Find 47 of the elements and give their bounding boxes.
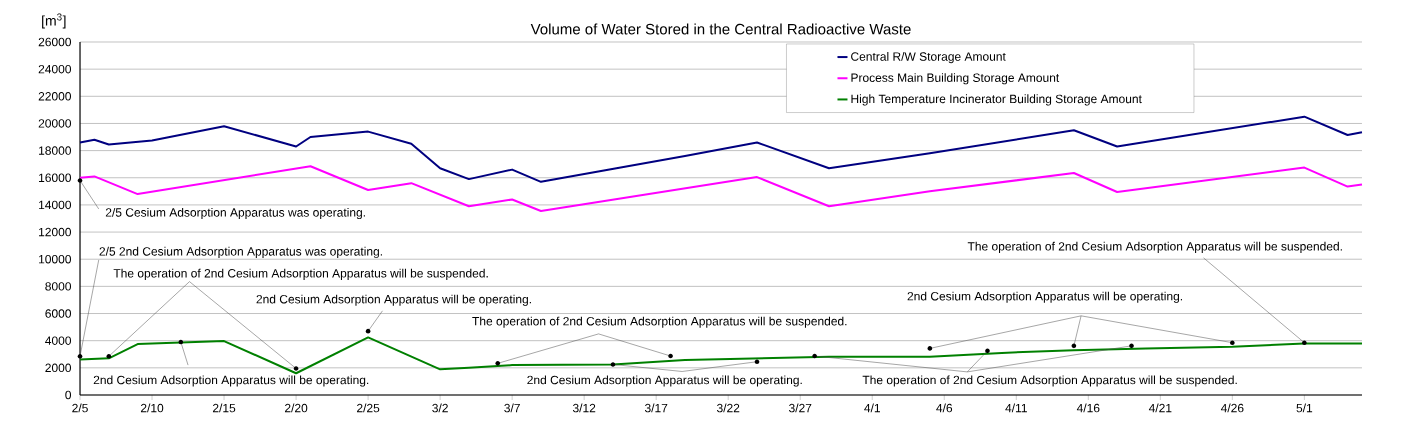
y-tick-label: 4000 [45, 336, 72, 345]
legend-label: High Temperature Incinerator Building Storage Amount [851, 94, 1142, 106]
annotation: 2/5 Cesium Adsorption Apparatus was operating. [105, 207, 365, 220]
annotation: The operation of 2nd Cesium Adsorption Apparatus will be suspended. [862, 375, 1237, 387]
x-tick-label: 2/15 [212, 403, 236, 413]
annotation: 2nd Cesium Adsorption Apparatus will be operating. [527, 375, 802, 387]
y-tick-label: 18000 [39, 146, 72, 155]
legend-label: Central R/W Storage Amount [851, 51, 1006, 64]
y-tick-label: 12000 [39, 227, 72, 237]
x-tick-label: 2/10 [140, 403, 164, 413]
y-tick-label: 2000 [45, 363, 72, 373]
chart-title: Volume of Water Stored in the Central Radioactive Waste [530, 23, 911, 35]
y-tick-label: 16000 [39, 173, 72, 182]
x-tick-label: 4/16 [1076, 403, 1100, 413]
x-tick-label: 3/12 [572, 403, 596, 413]
annotation: The operation of 2nd Cesium Adsorption Apparatus will be suspended. [472, 316, 847, 328]
annotation: 2nd Cesium Adsorption Apparatus will be operating. [256, 294, 531, 306]
annotation: 2nd Cesium Adsorption Apparatus will be operating. [907, 291, 1183, 303]
x-tick-label: 4/26 [1220, 403, 1244, 413]
x-tick-label: 2/25 [357, 403, 380, 413]
annotation: 2/5 2nd Cesium Adsorption Apparatus was operating. [99, 246, 382, 259]
annotation: The operation of 2nd Cesium Adsorption Apparatus will be suspended. [967, 241, 1342, 254]
y-tick-label: 6000 [45, 309, 72, 318]
y-tick-label: 0 [65, 390, 72, 400]
x-tick-label: 3/27 [789, 403, 812, 413]
y-tick-label: 20000 [38, 119, 72, 128]
x-tick-label: 5/1 [1296, 403, 1313, 413]
y-tick-label: 14000 [39, 200, 72, 210]
x-tick-label: 3/2 [432, 403, 448, 413]
y-tick-label: 26000 [38, 37, 72, 47]
x-tick-label: 4/21 [1148, 403, 1172, 413]
y-axis-title: [m$^{3}$] [42, 13, 66, 29]
x-tick-label: 3/17 [644, 403, 668, 413]
annotation: 2nd Cesium Adsorption Apparatus will be operating. [93, 375, 369, 387]
x-tick-label: 4/6 [936, 403, 953, 413]
x-tick-label: 2/5 [72, 403, 88, 413]
y-tick-label: 22000 [38, 92, 72, 101]
y-tick-label: 24000 [38, 64, 72, 74]
legend-label: Process Main Building Storage Amount [851, 73, 1060, 85]
x-tick-label: 2/20 [285, 403, 308, 413]
y-tick-label: 8000 [45, 282, 72, 291]
x-tick-label: 3/7 [504, 403, 520, 413]
annotation: The operation of 2nd Cesium Adsorption Apparatus will be suspended. [113, 268, 488, 280]
x-tick-label: 4/11 [1005, 403, 1027, 413]
x-tick-label: 3/22 [716, 403, 740, 413]
y-tick-label: 10000 [39, 254, 72, 264]
x-tick-label: 4/1 [864, 403, 880, 413]
